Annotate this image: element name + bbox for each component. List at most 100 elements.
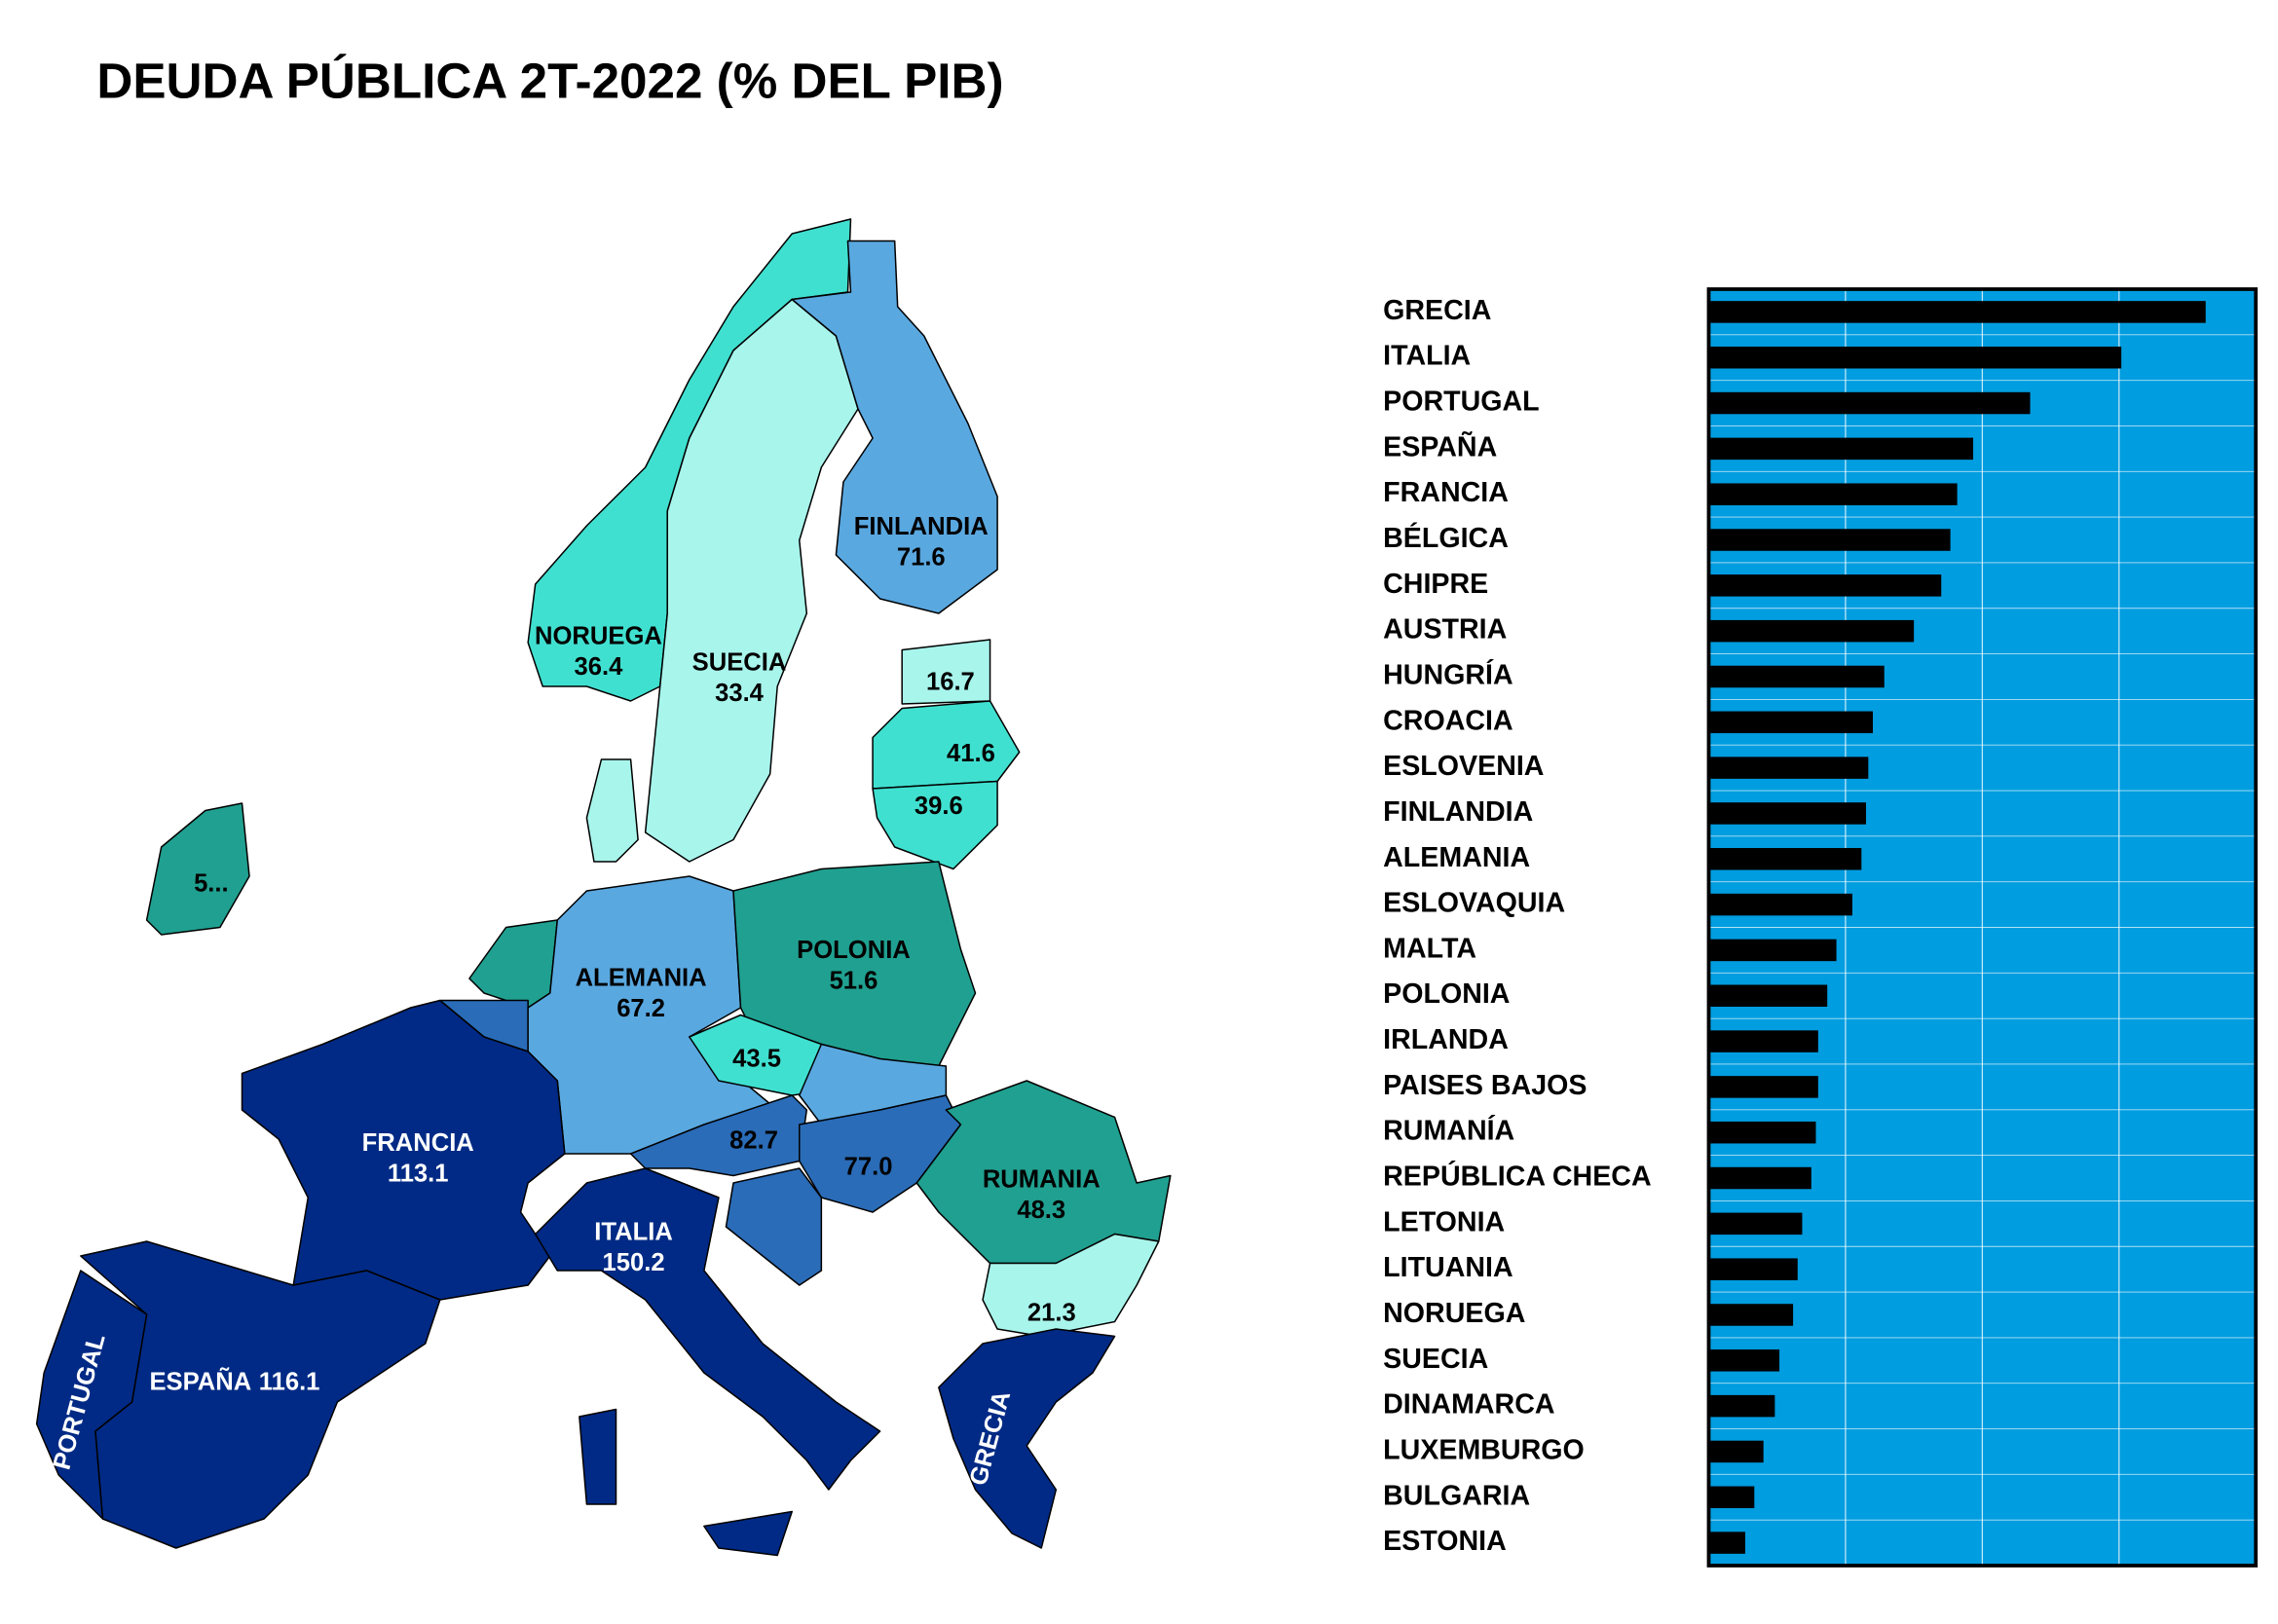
sardinia	[579, 1408, 617, 1505]
category-label: LETONIA	[1383, 1206, 1505, 1237]
bar	[1708, 1258, 1798, 1280]
portugal	[35, 1270, 148, 1520]
bar	[1708, 1076, 1818, 1098]
italy	[534, 1167, 881, 1491]
bar	[1708, 574, 1942, 597]
country-value: 21.3	[1027, 1300, 1076, 1327]
sweden	[644, 298, 859, 863]
category-label: FRANCIA	[1383, 477, 1509, 508]
category-label: PAISES BAJOS	[1383, 1070, 1587, 1101]
country-name: SUECIA	[692, 649, 787, 677]
sicily	[703, 1510, 793, 1557]
map-label: ESPAÑA 116.1	[149, 1366, 319, 1395]
category-label: ESPAÑA	[1383, 431, 1497, 462]
category-label: ESLOVENIA	[1383, 751, 1544, 782]
bar	[1708, 391, 2031, 415]
ireland	[145, 802, 250, 936]
bar	[1708, 529, 1951, 551]
netherlands	[468, 919, 559, 1009]
category-label: FINLANDIA	[1383, 796, 1533, 828]
bar	[1708, 1532, 1745, 1554]
category-label: CROACIA	[1383, 705, 1512, 736]
title: DEUDA PÚBLICA 2T-2022 (% DEL PIB)	[96, 54, 1003, 109]
category-label: AUSTRIA	[1383, 614, 1507, 646]
bar	[1708, 1486, 1755, 1509]
country-value: 116.1	[259, 1368, 320, 1395]
bar	[1708, 939, 1837, 962]
croatia	[725, 1167, 823, 1286]
finland	[791, 240, 998, 614]
bar	[1708, 483, 1958, 505]
category-label: MALTA	[1383, 933, 1476, 964]
bar	[1708, 1121, 1816, 1144]
country-value: 39.6	[915, 793, 963, 820]
greece	[938, 1328, 1116, 1549]
bar	[1708, 619, 1915, 643]
country-name: FINLANDIA	[854, 513, 989, 540]
map	[35, 218, 1172, 1557]
country-value: 43.5	[732, 1046, 781, 1073]
country-name: RUMANIA	[983, 1166, 1101, 1194]
category-label: IRLANDA	[1383, 1024, 1509, 1055]
bar	[1708, 301, 2206, 323]
category-label: POLONIA	[1383, 978, 1510, 1010]
bar	[1708, 1212, 1803, 1236]
bar	[1708, 1166, 1811, 1190]
category-label: ESTONIA	[1383, 1526, 1507, 1557]
country-name: NORUEGA	[535, 623, 662, 650]
bar	[1708, 984, 1828, 1007]
category-label: BÉLGICA	[1383, 523, 1509, 554]
bar	[1708, 1304, 1794, 1326]
bulgaria	[982, 1233, 1160, 1338]
country-value: 71.6	[897, 544, 946, 572]
country-value: 67.2	[616, 995, 665, 1022]
bar	[1708, 848, 1862, 870]
category-label: ITALIA	[1383, 341, 1471, 372]
bar	[1708, 893, 1852, 916]
category-label: ALEMANIA	[1383, 842, 1530, 873]
category-label: GRECIA	[1383, 295, 1491, 326]
country-value: 150.2	[603, 1249, 665, 1276]
bar	[1708, 1394, 1775, 1418]
category-label: SUECIA	[1383, 1344, 1488, 1375]
country-name: ESPAÑA	[149, 1366, 251, 1395]
bar	[1708, 1440, 1764, 1463]
france	[241, 999, 566, 1301]
country-name: ITALIA	[594, 1219, 673, 1246]
bar	[1708, 802, 1866, 825]
bar	[1708, 1030, 1818, 1052]
category-label: BULGARIA	[1383, 1480, 1530, 1511]
category-label: REPÚBLICA CHECA	[1383, 1162, 1651, 1193]
bar	[1708, 757, 1869, 779]
country-value: 5...	[194, 870, 229, 898]
bar	[1708, 437, 1973, 461]
country-value: 36.4	[575, 653, 624, 681]
category-label: LUXEMBURGO	[1383, 1435, 1585, 1466]
country-value: 113.1	[388, 1161, 449, 1188]
country-name: ALEMANIA	[576, 965, 707, 992]
category-label: PORTUGAL	[1383, 387, 1540, 418]
category-label: CHIPRE	[1383, 569, 1488, 600]
category-label: DINAMARCA	[1383, 1389, 1554, 1421]
bar	[1708, 665, 1885, 688]
lithuania	[872, 780, 998, 870]
bar	[1708, 711, 1874, 734]
country-value: 77.0	[844, 1154, 893, 1181]
bar	[1708, 1349, 1780, 1372]
canvas: DEUDA PÚBLICA 2T-2022 (% DEL PIB) FINLAN…	[35, 54, 2259, 1568]
denmark	[585, 758, 639, 863]
category-label: NORUEGA	[1383, 1298, 1525, 1329]
country-value: 33.4	[715, 680, 765, 707]
category-label: RUMANÍA	[1383, 1116, 1514, 1147]
country-value: 48.3	[1017, 1197, 1065, 1224]
category-label: ESLOVAQUIA	[1383, 888, 1565, 919]
country-value: 41.6	[947, 740, 995, 767]
country-value: 51.6	[830, 968, 878, 995]
country-value: 16.7	[926, 669, 975, 696]
country-value: 82.7	[729, 1127, 778, 1155]
bar	[1708, 346, 2122, 369]
country-name: POLONIA	[797, 937, 911, 964]
plot-frame	[1706, 287, 2259, 1568]
